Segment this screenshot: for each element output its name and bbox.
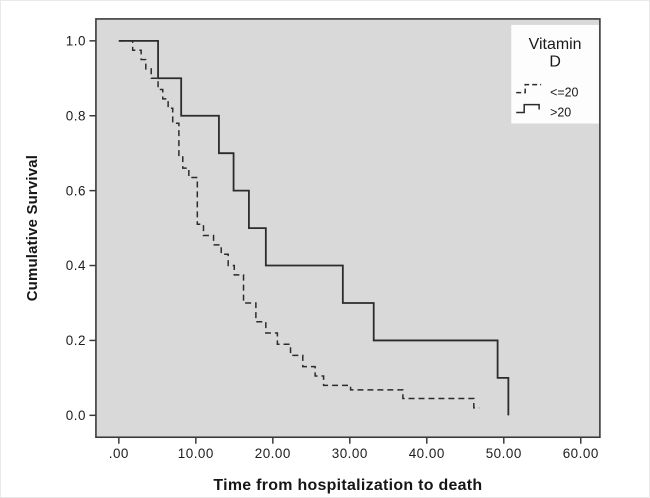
y-tick-label: 1.0: [66, 34, 86, 49]
y-tick-label: 0.6: [66, 183, 86, 198]
legend-entry-label-le20: <=20: [550, 86, 578, 100]
survival-curves: [118, 39, 510, 416]
legend-box: [511, 24, 599, 124]
x-tick-label: .00: [109, 446, 129, 461]
dashed-step-line-icon: [516, 83, 542, 94]
y-axis-ticks: 0.0 0.2 0.4 0.6 0.8 1.0: [66, 34, 96, 423]
y-tick-label: 0.0: [66, 408, 86, 423]
y-tick-label: 0.2: [66, 333, 86, 348]
legend-entry-label-gt20: >20: [550, 106, 571, 120]
survival-curve-le20: [118, 40, 480, 409]
x-axis-title: Time from hospitalization to death: [213, 477, 482, 494]
x-tick-label: 10.00: [178, 446, 214, 461]
x-tick-label: 40.00: [409, 446, 445, 461]
y-tick-label: 0.4: [66, 258, 86, 273]
survival-curve-gt20: [118, 39, 510, 416]
x-axis-ticks: .00 10.00 20.00 30.00 40.00 50.00 60.00: [109, 437, 599, 461]
solid-step-line-icon: [516, 103, 540, 114]
x-tick-label: 30.00: [332, 446, 368, 461]
y-axis-title: Cumulative Survival: [24, 155, 41, 301]
legend-title-line1: Vitamin: [529, 36, 582, 53]
x-tick-label: 60.00: [563, 446, 599, 461]
legend-title-line2: D: [549, 54, 561, 71]
x-tick-label: 50.00: [486, 446, 522, 461]
legend: Vitamin D <=20 >20: [511, 24, 599, 124]
x-tick-label: 20.00: [255, 446, 291, 461]
y-tick-label: 0.8: [66, 108, 86, 123]
